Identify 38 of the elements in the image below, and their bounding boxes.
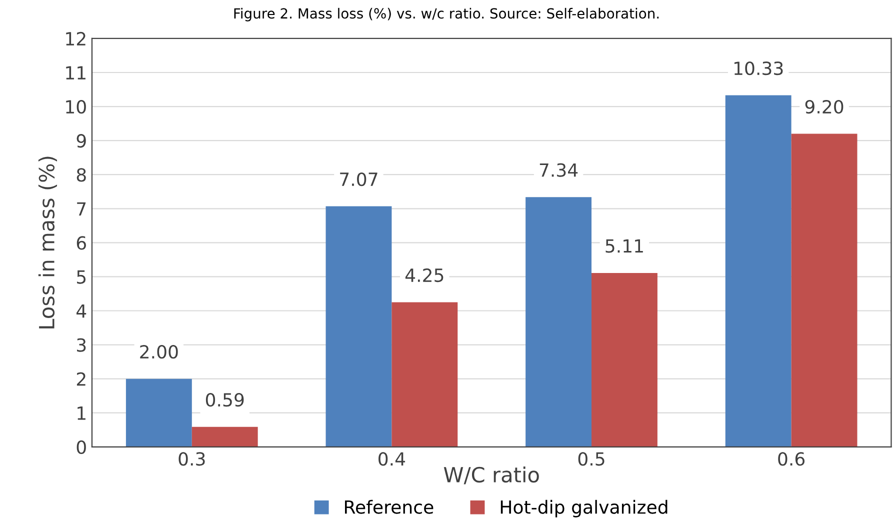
data-label: 5.11 [606,239,643,253]
bar [526,197,592,447]
data-label: 7.07 [340,172,378,186]
y-tick-label: 11 [66,66,86,80]
bar [725,95,792,447]
x-tick-label: 0.5 [578,452,604,466]
bar [592,272,658,447]
data-label: 7.34 [540,163,578,177]
y-tick-label: 12 [66,32,86,46]
y-tick-label: 3 [77,338,86,352]
bar [192,426,258,447]
data-label: 4.25 [405,268,444,282]
y-tick-label: 5 [77,270,86,284]
y-tick-label: 10 [66,100,86,114]
bar [392,302,458,447]
y-tick-label: 4 [76,304,86,318]
x-tick-label: 0.6 [778,452,805,466]
x-tick-label: 0.4 [378,452,406,466]
legend-label: Reference [345,500,434,514]
bar [126,378,192,447]
y-tick-label: 1 [78,406,86,420]
data-label: 10.33 [734,61,783,76]
data-label: 9.20 [805,100,844,114]
x-tick-label: 0.3 [178,452,205,466]
chart-title: Figure 2. Mass loss (%) vs. w/c ratio. Source: Self-elaboration. [234,8,659,22]
legend-label: Hot-dip galvanized [500,500,668,518]
bar [326,206,392,447]
x-axis-title: W/C ratio [444,466,539,484]
y-tick-label: 2 [76,372,86,386]
bar [791,134,858,447]
y-tick-label: 0 [76,440,86,454]
data-label: 2.00 [140,345,178,359]
y-tick-label: 7 [77,202,86,216]
y-tick-label: 9 [76,134,86,148]
y-axis-title: Loss in mass (%) [38,156,57,328]
y-tick-label: 8 [76,168,86,182]
y-tick-label: 6 [76,236,86,250]
data-label: 0.59 [206,392,244,407]
